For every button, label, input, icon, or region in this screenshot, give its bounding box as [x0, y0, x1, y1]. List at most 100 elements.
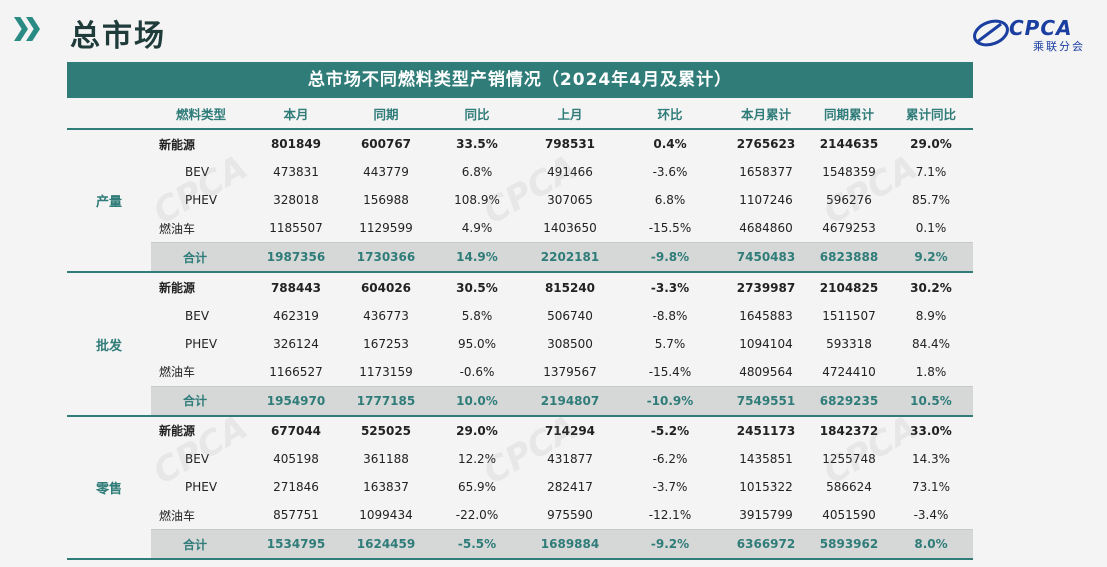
fuel-type-table: 燃料类型 本月 同期 同比 上月 环比 本月累计 同期累计 累计同比 产量 新能源… — [67, 98, 973, 561]
value-cell: 857751 — [251, 501, 341, 531]
value-cell: 14.9% — [431, 242, 523, 274]
market-table-container: 总市场不同燃料类型产销情况（2024年4月及累计） 燃料类型 本月 同期 同比 … — [67, 62, 973, 561]
value-cell: 1548359 — [822, 165, 876, 180]
fuel-type-cell: PHEV — [185, 480, 218, 495]
value-cell: -3.7% — [652, 480, 688, 495]
value-cell: 156988 — [363, 193, 409, 208]
value-cell: 361188 — [363, 452, 409, 467]
table-row: BEV 462319 436773 5.8% 506740 -8.8% 1645883 151… — [67, 302, 973, 330]
value-cell: -3.3% — [650, 280, 690, 295]
logo-text: CPCA — [1009, 16, 1073, 40]
value-cell: 2765623 — [736, 137, 796, 152]
value-cell: 95.0% — [457, 336, 497, 351]
value-cell: 167253 — [363, 336, 409, 351]
value-cell: 7549551 — [723, 386, 809, 417]
table-row: 批发 新能源 788443 604026 30.5% 815240 -3.3% 2739987… — [67, 272, 973, 417]
value-cell: 3915799 — [723, 501, 809, 531]
value-cell: 4.9% — [431, 214, 523, 244]
table-row: PHEV 271846 163837 65.9% 282417 -3.7% 1015322 5… — [67, 473, 973, 501]
value-cell: 307065 — [547, 193, 593, 208]
table-row: PHEV 328018 156988 108.9% 307065 6.8% 1107246 5… — [67, 186, 973, 214]
value-cell: 8.0% — [889, 529, 973, 561]
logo-subtitle: 乘联分会 — [1033, 40, 1085, 53]
fuel-type-cell: 合计 — [151, 386, 251, 417]
value-cell: 1435851 — [739, 452, 793, 467]
cpca-logo: CPCA 乘联分会 — [971, 14, 1091, 54]
fuel-type-cell: PHEV — [185, 336, 218, 351]
value-cell: 2202181 — [523, 242, 617, 274]
fuel-type-cell: 燃油车 — [151, 501, 251, 531]
section-label: 产量 — [67, 129, 151, 274]
value-cell: 326124 — [273, 336, 319, 351]
value-cell: 443779 — [363, 165, 409, 180]
value-cell: -10.9% — [617, 386, 723, 417]
section-header — [67, 98, 151, 130]
value-cell: 1166527 — [251, 357, 341, 387]
value-cell: 1658377 — [739, 165, 793, 180]
value-cell: 6366972 — [723, 529, 809, 561]
value-cell: 5.8% — [461, 308, 493, 323]
value-cell: 108.9% — [454, 193, 500, 208]
value-cell: 1.8% — [889, 357, 973, 387]
value-cell: 9.2% — [889, 242, 973, 274]
value-cell: 491466 — [547, 165, 593, 180]
column-header: 同比 — [431, 98, 523, 130]
value-cell: 815240 — [544, 280, 596, 295]
value-cell: 1255748 — [822, 452, 876, 467]
value-cell: 593318 — [826, 336, 872, 351]
value-cell: 6.8% — [654, 193, 686, 208]
value-cell: 801849 — [270, 137, 322, 152]
column-header: 本月累计 — [723, 98, 809, 130]
value-cell: -9.2% — [617, 529, 723, 561]
value-cell: 6829235 — [809, 386, 889, 417]
value-cell: -5.5% — [431, 529, 523, 561]
value-cell: 4809564 — [723, 357, 809, 387]
fuel-type-cell: BEV — [185, 452, 210, 467]
value-cell: 2104825 — [819, 280, 879, 295]
value-cell: 85.7% — [911, 193, 951, 208]
value-cell: 4684860 — [723, 214, 809, 244]
value-cell: 1403650 — [523, 214, 617, 244]
value-cell: 14.3% — [911, 452, 951, 467]
value-cell: 462319 — [273, 308, 319, 323]
table-row: 合计 1954970 1777185 10.0% 2194807 -10.9% 754955… — [67, 386, 973, 417]
table-row: BEV 473831 443779 6.8% 491466 -3.6% 1658377 154… — [67, 158, 973, 186]
fuel-type-cell: 新能源 — [159, 137, 196, 152]
fuel-type-cell: 合计 — [151, 529, 251, 561]
value-cell: 677044 — [270, 423, 322, 438]
value-cell: 308500 — [547, 336, 593, 351]
value-cell: 0.1% — [889, 214, 973, 244]
fuel-type-cell: 燃油车 — [151, 357, 251, 387]
value-cell: 1777185 — [341, 386, 431, 417]
value-cell: 1842372 — [819, 423, 879, 438]
value-cell: 1185507 — [251, 214, 341, 244]
value-cell: 600767 — [360, 137, 412, 152]
table-row: PHEV 326124 167253 95.0% 308500 5.7% 1094104 59… — [67, 330, 973, 358]
table-header-row: 燃料类型 本月 同期 同比 上月 环比 本月累计 同期累计 累计同比 — [67, 98, 973, 130]
value-cell: 2739987 — [736, 280, 796, 295]
value-cell: 0.4% — [653, 137, 687, 152]
value-cell: 2144635 — [819, 137, 879, 152]
fuel-type-cell: 新能源 — [159, 281, 196, 296]
value-cell: 4679253 — [809, 214, 889, 244]
table-row: 燃油车 857751 1099434 -22.0% 975590 -12.1% 391579… — [67, 501, 973, 531]
fuel-type-cell: 新能源 — [159, 424, 196, 439]
value-cell: 29.0% — [456, 423, 498, 438]
value-cell: -8.8% — [652, 308, 688, 323]
value-cell: 65.9% — [457, 480, 497, 495]
value-cell: 4724410 — [809, 357, 889, 387]
value-cell: 1645883 — [739, 308, 793, 323]
value-cell: 436773 — [363, 308, 409, 323]
value-cell: 431877 — [547, 452, 593, 467]
value-cell: 163837 — [363, 480, 409, 495]
section-label: 零售 — [67, 415, 151, 561]
value-cell: 1379567 — [523, 357, 617, 387]
column-header: 本月 — [251, 98, 341, 130]
value-cell: 1107246 — [739, 193, 793, 208]
value-cell: 798531 — [544, 137, 596, 152]
value-cell: 1129599 — [341, 214, 431, 244]
value-cell: -3.4% — [889, 501, 973, 531]
column-header: 燃料类型 — [151, 98, 251, 130]
value-cell: -15.5% — [617, 214, 723, 244]
value-cell: 1954970 — [251, 386, 341, 417]
